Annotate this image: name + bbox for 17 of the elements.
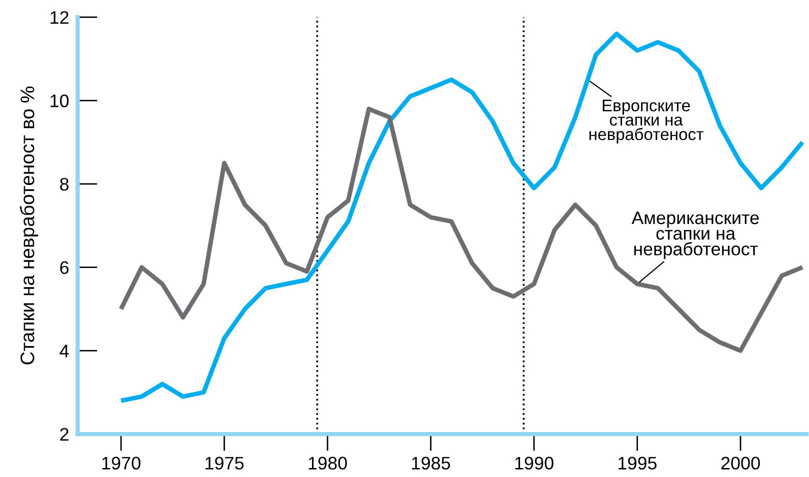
line-series (118, 32, 805, 403)
x-tick-label: 1985 (412, 456, 450, 470)
y-tick-label: 10 (50, 94, 69, 108)
y-axis-title: Стапки на невработеност во % (20, 86, 38, 364)
x-tick-label: 2000 (721, 456, 760, 470)
y-tick-label: 8 (60, 178, 69, 191)
x-tick-label: 1980 (308, 456, 347, 470)
y-tick-label: 6 (60, 261, 69, 274)
x-tick-label: 1995 (618, 456, 657, 470)
y-tick-label: 4 (60, 344, 69, 358)
x-tick-label: 1975 (206, 456, 244, 470)
series-label: Европските стапки на невработеност (589, 100, 704, 144)
x-tick-label: 1990 (515, 456, 554, 470)
y-tick-label: 12 (50, 11, 68, 24)
x-tick-label: 1970 (102, 456, 140, 470)
y-tick-label: 2 (60, 428, 68, 441)
series-label: Американските стапки на невработеност (632, 212, 759, 259)
